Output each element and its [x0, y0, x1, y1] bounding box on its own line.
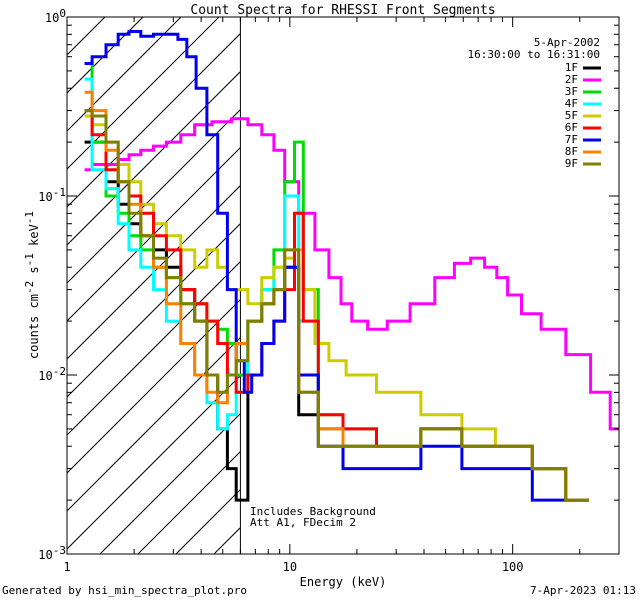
series-2F	[84, 117, 619, 431]
x-tick-label-10: 10	[283, 560, 297, 574]
legend-label-6F: 6F	[565, 121, 578, 134]
x-axis-label: Energy (keV)	[300, 575, 387, 589]
y-tick-labels: 10-3 10-2 10-1 100	[38, 7, 66, 562]
series-4F	[84, 77, 589, 502]
hatch-line-8	[67, 146, 241, 322]
legend-label-5F: 5F	[565, 109, 578, 122]
hatch-line-13	[67, 336, 241, 512]
y-tick-label-1e0: 100	[45, 7, 66, 25]
plot-frame	[66, 16, 620, 555]
hatch-line-12	[67, 298, 241, 474]
background-note: Includes Background	[250, 505, 376, 518]
hatch-line-2	[67, 17, 144, 94]
footer-generated-by: Generated by hsi_min_spectra_plot.pro	[2, 584, 247, 597]
footer-timestamp: 7-Apr-2023 01:13	[530, 584, 636, 597]
hatch-line-9	[67, 184, 241, 360]
hatch-line-6	[67, 70, 241, 246]
series-layer	[84, 30, 619, 502]
attenuated-region-hatch	[67, 17, 241, 554]
hatch-line-11	[67, 260, 241, 436]
y-tick-label-1e-2: 10-2	[38, 365, 66, 383]
legend: 1F 2F 3F 4F 5F 6F 7F 8F 9F	[565, 61, 601, 170]
y-axis-ticks	[67, 16, 619, 555]
legend-label-2F: 2F	[565, 73, 578, 86]
x-tick-label-100: 100	[502, 560, 524, 574]
hatch-line-14	[67, 374, 241, 550]
date-annotation: 5-Apr-2002	[534, 36, 600, 49]
attenuator-note: Att A1, FDecim 2	[250, 516, 356, 529]
x-axis-ticks	[66, 17, 620, 554]
legend-label-7F: 7F	[565, 133, 578, 146]
series-6F	[84, 109, 589, 502]
hatch-line-5	[67, 32, 241, 208]
legend-label-3F: 3F	[565, 85, 578, 98]
hatch-line-1	[67, 17, 106, 56]
legend-label-1F: 1F	[565, 61, 578, 74]
y-tick-label-1e-3: 10-3	[38, 544, 66, 562]
legend-label-8F: 8F	[565, 145, 578, 158]
series-3F	[84, 62, 589, 502]
x-tick-label-1: 1	[63, 560, 70, 574]
y-axis-label: counts cm-2 s-1 keV-1	[23, 211, 41, 359]
hatch-line-15	[99, 412, 241, 554]
hatch-line-4	[67, 17, 220, 170]
time-range-annotation: 16:30:00 to 16:31:00	[468, 48, 600, 61]
series-5F	[84, 114, 589, 502]
series-7F	[84, 30, 589, 502]
chart-title: Count Spectra for RHESSI Front Segments	[190, 3, 495, 18]
legend-label-4F: 4F	[565, 97, 578, 110]
legend-label-9F: 9F	[565, 157, 578, 170]
y-tick-label-1e-1: 10-1	[38, 186, 66, 204]
hatch-line-10	[67, 222, 241, 398]
series-9F	[84, 109, 589, 502]
x-tick-labels: 1 10 100	[63, 560, 523, 574]
